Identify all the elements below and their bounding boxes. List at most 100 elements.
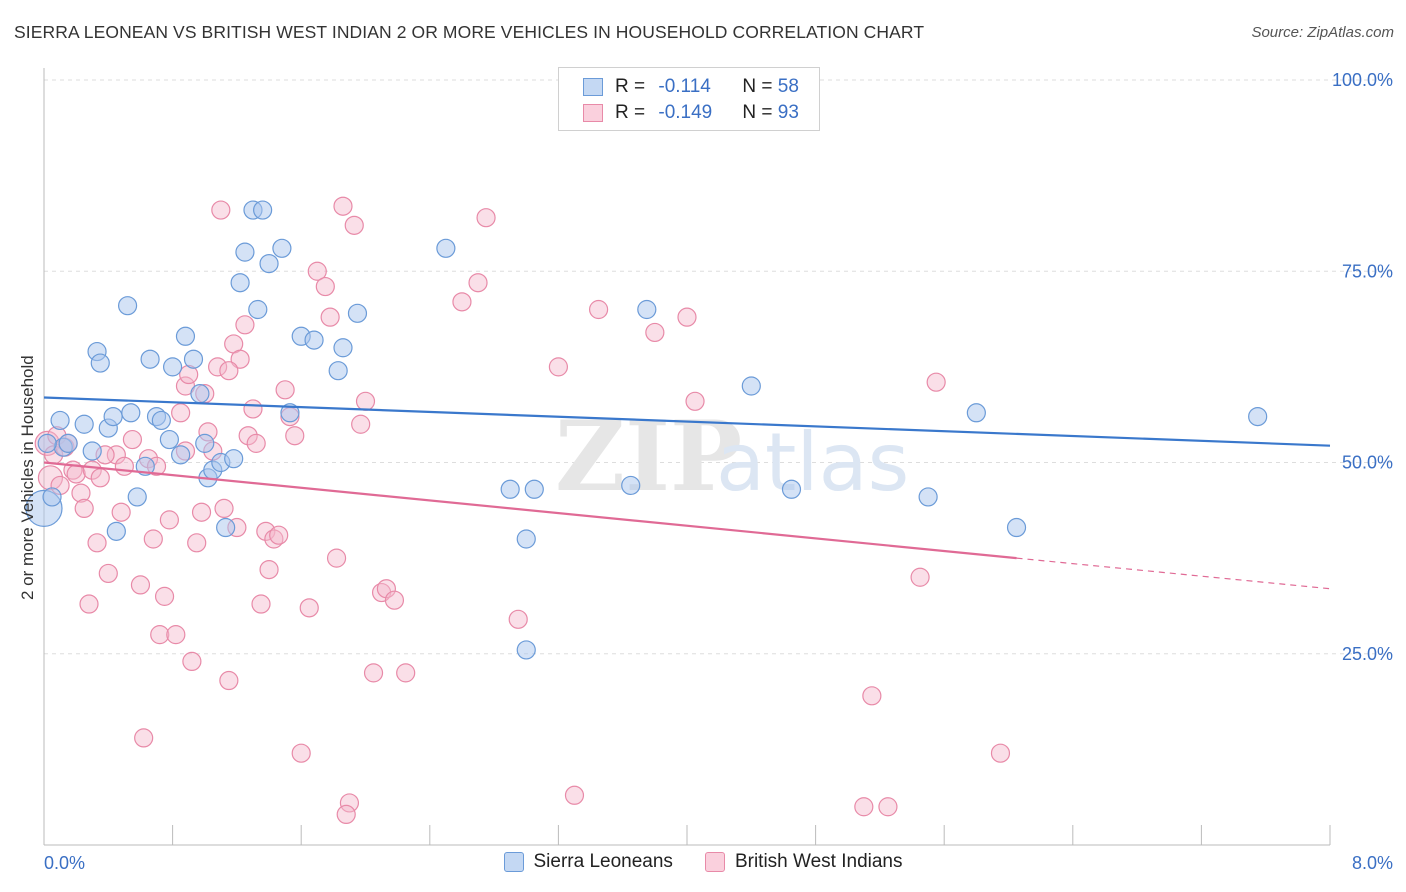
data-point-british-west-indian: [106, 445, 126, 465]
watermark: ZIP atlas: [555, 400, 909, 513]
data-point-sierra-leonean: [230, 273, 250, 293]
data-point-british-west-indian: [299, 598, 319, 618]
data-point-british-west-indian: [564, 785, 585, 805]
data-point-sierra-leonean: [183, 349, 204, 369]
data-point-sierra-leonean: [966, 403, 986, 423]
data-point-british-west-indian: [685, 391, 705, 411]
data-point-british-west-indian: [376, 579, 396, 599]
data-point-british-west-indian: [854, 797, 874, 817]
data-point-sierra-leonean: [1006, 517, 1027, 538]
data-point-british-west-indian: [230, 349, 250, 369]
data-point-british-west-indian: [307, 261, 327, 281]
trend-line-british-west-indians: [43, 461, 1017, 560]
data-point-sierra-leonean: [58, 433, 78, 453]
data-point-british-west-indian: [235, 315, 255, 335]
grid-lines: [44, 79, 1392, 655]
sierra-leoneans-points: [25, 200, 1268, 660]
data-point-british-west-indian: [87, 533, 107, 553]
data-point-british-west-indian: [111, 502, 131, 522]
data-point-british-west-indian: [159, 510, 179, 530]
data-point-sierra-leonean: [347, 303, 368, 323]
y-tick-label: 75.0%: [1342, 261, 1393, 281]
y-axis-label-wrap: 2 or more Vehicles in Household: [18, 355, 37, 601]
data-point-sierra-leonean: [333, 338, 353, 358]
data-point-british-west-indian: [171, 403, 191, 423]
y-tick-label: 100.0%: [1332, 70, 1393, 90]
bottom-legend: Sierra Leoneans British West Indians: [0, 851, 1406, 873]
data-point-sierra-leonean: [190, 384, 210, 404]
data-point-sierra-leonean: [103, 407, 123, 427]
data-point-sierra-leonean: [741, 376, 761, 396]
data-point-sierra-leonean: [637, 299, 657, 320]
watermark-atlas: atlas: [716, 416, 909, 509]
data-point-sierra-leonean: [328, 361, 348, 381]
legend-n-value: 58: [777, 76, 799, 97]
legend-swatch-pink: [583, 104, 603, 122]
bottom-legend-swatch-pink: [704, 852, 725, 872]
data-point-sierra-leonean: [50, 410, 70, 431]
data-point-british-west-indian: [355, 391, 376, 411]
bottom-legend-sierra-leoneans[interactable]: Sierra Leoneans: [503, 851, 673, 873]
data-point-british-west-indian: [275, 380, 295, 400]
data-point-british-west-indian: [166, 625, 186, 645]
data-point-sierra-leonean: [106, 521, 126, 541]
data-point-british-west-indian: [926, 372, 946, 392]
data-point-sierra-leonean: [259, 254, 279, 274]
data-point-british-west-indian: [333, 196, 353, 216]
data-point-sierra-leonean: [140, 349, 160, 369]
data-point-sierra-leonean: [280, 403, 300, 423]
data-point-british-west-indian: [246, 433, 266, 453]
data-point-british-west-indian: [285, 426, 305, 446]
data-point-sierra-leonean: [224, 449, 244, 469]
data-point-british-west-indian: [677, 307, 697, 327]
data-point-british-west-indian: [82, 460, 102, 480]
legend-n-label: N =: [742, 102, 778, 123]
legend-row-sierra-leoneans: R = -0.114 N = 58: [583, 75, 799, 99]
data-point-sierra-leonean: [1248, 407, 1268, 427]
data-point-sierra-leonean: [135, 456, 155, 476]
data-point-sierra-leonean: [516, 640, 536, 660]
bottom-legend-british-west-indians[interactable]: British West Indians: [704, 851, 903, 873]
trend-line-british-west-indians-extrapolated: [1016, 557, 1331, 590]
data-point-british-west-indian: [452, 292, 472, 312]
legend-r-label: R =: [615, 76, 651, 97]
data-point-british-west-indian: [154, 586, 175, 606]
legend-r-value: -0.114: [658, 76, 711, 97]
data-point-sierra-leonean: [516, 529, 536, 549]
y-tick-label: 50.0%: [1342, 453, 1393, 473]
data-point-sierra-leonean: [171, 445, 191, 465]
data-point-british-west-indian: [291, 743, 311, 763]
data-point-british-west-indian: [219, 670, 239, 691]
data-point-british-west-indian: [98, 563, 118, 584]
data-point-british-west-indian: [122, 429, 143, 450]
data-point-british-west-indian: [79, 594, 99, 614]
x-tick-label: 8.0%: [1352, 853, 1393, 873]
data-point-british-west-indian: [243, 399, 263, 419]
y-tick-label: 25.0%: [1342, 644, 1393, 664]
data-point-british-west-indian: [71, 483, 91, 503]
data-point-british-west-indian: [878, 797, 898, 817]
data-point-sierra-leonean: [195, 433, 215, 453]
data-point-british-west-indian: [182, 651, 202, 672]
data-point-british-west-indian: [269, 525, 289, 545]
data-point-british-west-indian: [66, 464, 86, 484]
legend-row-british-west-indians: R = -0.149 N = 93: [583, 101, 799, 125]
legend-r-label: R =: [615, 102, 651, 123]
legend-r-value: -0.149: [658, 102, 713, 123]
data-point-sierra-leonean: [82, 441, 102, 461]
legend-swatch-blue: [583, 78, 603, 96]
data-point-sierra-leonean: [121, 403, 141, 423]
data-point-sierra-leonean: [781, 479, 802, 499]
data-point-british-west-indian: [143, 529, 163, 549]
data-point-sierra-leonean: [248, 299, 268, 320]
data-point-british-west-indian: [384, 590, 405, 610]
data-point-british-west-indian: [476, 208, 496, 228]
data-point-british-west-indian: [645, 322, 665, 343]
data-point-sierra-leonean: [37, 433, 57, 453]
legend-n-label: N =: [742, 76, 778, 97]
data-point-sierra-leonean: [253, 200, 273, 220]
data-point-british-west-indian: [548, 357, 569, 377]
data-point-british-west-indian: [315, 276, 335, 297]
data-point-british-west-indian: [259, 559, 279, 580]
stats-legend: R = -0.114 N = 58 R = -0.149 N = 93: [558, 67, 820, 131]
